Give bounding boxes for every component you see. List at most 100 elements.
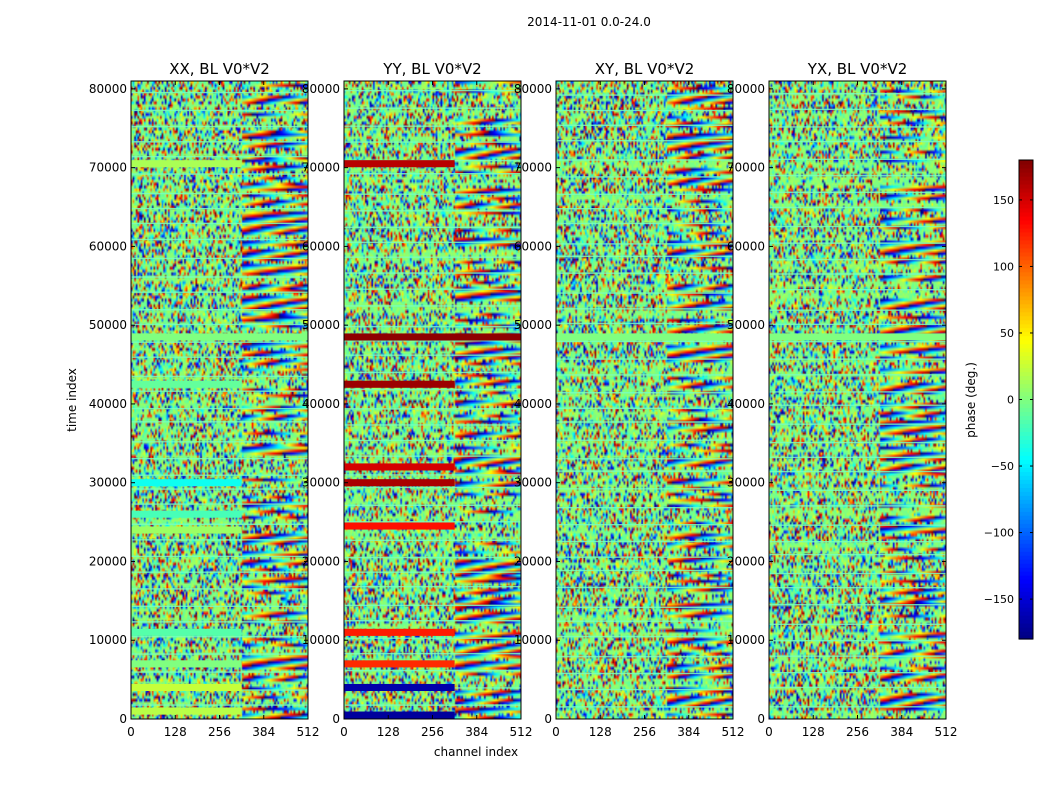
colorbar-segment xyxy=(1019,607,1033,612)
colorbar-segment xyxy=(1019,467,1033,472)
y-tick-label: 20000 xyxy=(302,554,340,568)
colorbar-segment xyxy=(1019,263,1033,269)
x-tick-label: 512 xyxy=(510,725,533,739)
x-tick-label: 512 xyxy=(722,725,745,739)
y-tick-label: 20000 xyxy=(514,554,552,568)
colorbar-segment xyxy=(1019,407,1033,413)
colorbar-segment xyxy=(1019,167,1033,173)
colorbar-segment xyxy=(1019,375,1033,381)
x-tick-label: 512 xyxy=(935,725,958,739)
colorbar-segment xyxy=(1019,427,1033,433)
panel-3-heatmap xyxy=(556,81,733,719)
colorbar-segment xyxy=(1019,423,1033,429)
colorbar-tick-label: −50 xyxy=(991,460,1014,473)
colorbar-segment xyxy=(1019,579,1033,584)
y-tick-label: 50000 xyxy=(302,318,340,332)
colorbar-segment xyxy=(1019,471,1033,476)
colorbar-segment xyxy=(1019,531,1033,536)
colorbar-tick-label: −100 xyxy=(984,527,1014,540)
y-tick-label: 40000 xyxy=(302,397,340,411)
colorbar-segment xyxy=(1019,251,1033,257)
y-tick-label: 10000 xyxy=(727,633,765,647)
colorbar-segment xyxy=(1019,571,1033,576)
y-tick-label: 50000 xyxy=(514,318,552,332)
y-tick-label: 70000 xyxy=(302,161,340,175)
colorbar-segment xyxy=(1019,219,1033,225)
figure-suptitle: 2014-11-01 0.0-24.0 xyxy=(527,15,651,29)
y-tick-label: 30000 xyxy=(89,476,127,490)
phase-band xyxy=(131,707,242,715)
colorbar-segment xyxy=(1019,447,1033,452)
x-tick-label: 256 xyxy=(421,725,444,739)
y-tick-label: 60000 xyxy=(514,239,552,253)
y-tick-label: 80000 xyxy=(302,82,340,96)
colorbar-segment xyxy=(1019,227,1033,233)
colorbar-segment xyxy=(1019,271,1033,277)
y-tick-label: 40000 xyxy=(89,397,127,411)
colorbar-tick-label: 100 xyxy=(993,260,1014,273)
colorbar-segment xyxy=(1019,603,1033,608)
colorbar-segment xyxy=(1019,239,1033,245)
colorbar-segment xyxy=(1019,415,1033,421)
x-tick-label: 384 xyxy=(890,725,913,739)
colorbar-segment xyxy=(1019,247,1033,253)
colorbar-segment xyxy=(1019,319,1033,325)
colorbar-segment xyxy=(1019,519,1033,524)
colorbar-segment xyxy=(1019,507,1033,512)
colorbar-segment xyxy=(1019,171,1033,177)
y-tick-label: 20000 xyxy=(727,554,765,568)
x-tick-label: 384 xyxy=(465,725,488,739)
colorbar-segment xyxy=(1019,419,1033,425)
panel-4-heatmap xyxy=(769,81,946,719)
colorbar-tick-label: −150 xyxy=(984,593,1014,606)
colorbar-segment xyxy=(1019,455,1033,460)
panel-2-heatmap xyxy=(344,81,521,719)
colorbar-segment xyxy=(1019,527,1033,532)
colorbar-segment xyxy=(1019,535,1033,540)
phase-band xyxy=(131,160,242,168)
colorbar-segment xyxy=(1019,323,1033,329)
colorbar-segment xyxy=(1019,627,1033,632)
colorbar-segment xyxy=(1019,191,1033,197)
colorbar-segment xyxy=(1019,287,1033,293)
colorbar-tick-label: 0 xyxy=(1007,394,1014,407)
x-tick-label: 128 xyxy=(802,725,825,739)
colorbar-segment xyxy=(1019,495,1033,500)
panel-4: YX, BL V0*V2 0 128 256 384 512 0 10000 20000 3000… xyxy=(727,60,958,739)
panel-title: YY, BL V0*V2 xyxy=(382,60,481,78)
colorbar-segment xyxy=(1019,567,1033,572)
colorbar-segment xyxy=(1019,267,1033,273)
colorbar-segment xyxy=(1019,435,1033,441)
colorbar-segment xyxy=(1019,243,1033,249)
colorbar-segment xyxy=(1019,331,1033,337)
y-tick-label: 10000 xyxy=(89,633,127,647)
colorbar-segment xyxy=(1019,335,1033,341)
y-tick-label: 40000 xyxy=(514,397,552,411)
x-tick-label: 384 xyxy=(252,725,275,739)
colorbar-segment xyxy=(1019,479,1033,484)
colorbar-segment xyxy=(1019,483,1033,488)
colorbar-segment xyxy=(1019,291,1033,297)
colorbar-segment xyxy=(1019,223,1033,229)
phase-band xyxy=(344,628,455,636)
y-tick-label: 0 xyxy=(119,712,127,726)
colorbar-segment xyxy=(1019,559,1033,564)
panel-title: YX, BL V0*V2 xyxy=(807,60,908,78)
colorbar-segment xyxy=(1019,411,1033,417)
phase-band xyxy=(556,333,733,341)
colorbar-segment xyxy=(1019,363,1033,369)
colorbar-segment xyxy=(1019,635,1033,640)
panels-group: XX, BL V0*V2 0 128 256 384 512 0 10000 20000 3000… xyxy=(89,60,958,739)
colorbar-segment xyxy=(1019,355,1033,361)
colorbar-segment xyxy=(1019,403,1033,409)
colorbar-segment xyxy=(1019,211,1033,217)
phase-band xyxy=(344,522,455,530)
y-tick-label: 10000 xyxy=(514,633,552,647)
phase-band xyxy=(344,380,455,388)
colorbar-segment xyxy=(1019,555,1033,560)
colorbar-segment xyxy=(1019,399,1033,405)
colorbar-segment xyxy=(1019,315,1033,321)
colorbar-segment xyxy=(1019,347,1033,353)
colorbar-segment xyxy=(1019,259,1033,265)
